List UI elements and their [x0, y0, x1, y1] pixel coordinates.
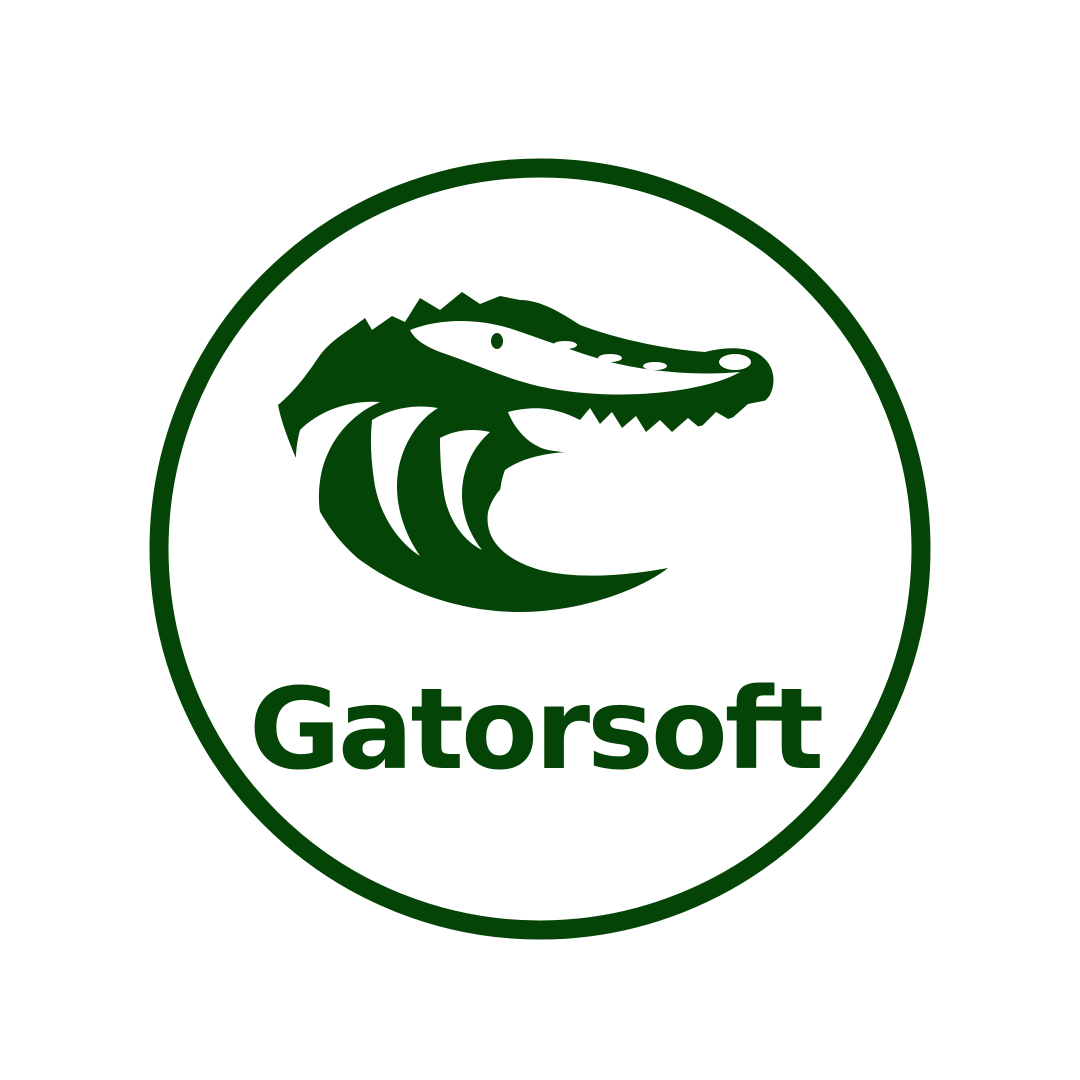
brand-wordmark: Gatorsoft	[249, 665, 822, 795]
badge-ring	[149, 158, 931, 940]
alligator-head-icon	[278, 292, 774, 612]
